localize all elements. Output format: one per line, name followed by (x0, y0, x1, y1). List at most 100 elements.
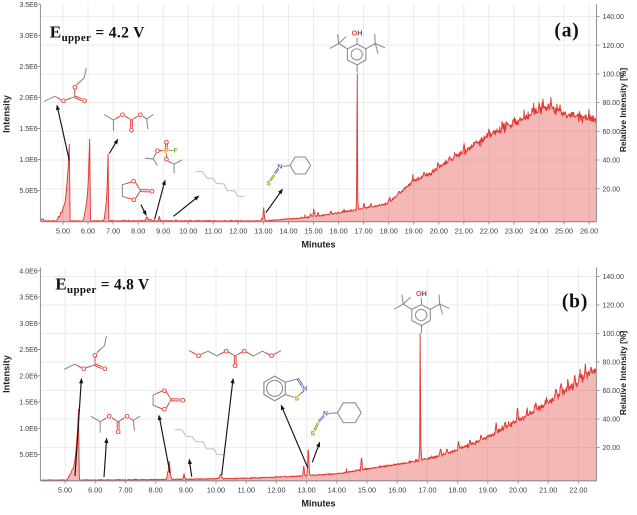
svg-text:15.00: 15.00 (358, 486, 376, 495)
svg-text:O: O (82, 98, 87, 105)
svg-text:2.0E6: 2.0E6 (19, 95, 37, 102)
svg-text:14.00: 14.00 (328, 486, 346, 495)
svg-text:21.00: 21.00 (539, 486, 557, 495)
svg-text:O: O (131, 197, 136, 204)
svg-text:Relative Intensity [%]: Relative Intensity [%] (618, 68, 628, 152)
svg-text:16.00: 16.00 (388, 486, 406, 495)
svg-text:O: O (107, 414, 112, 421)
svg-text:N: N (323, 411, 328, 418)
svg-text:O: O (116, 429, 121, 436)
svg-text:O: O (149, 188, 154, 195)
svg-text:24.00: 24.00 (530, 227, 548, 236)
svg-text:O: O (233, 363, 238, 370)
svg-text:20.00: 20.00 (430, 227, 448, 236)
svg-text:3.5E6: 3.5E6 (19, 295, 37, 302)
svg-text:O: O (129, 127, 134, 134)
svg-text:(b): (b) (562, 292, 588, 313)
svg-text:O: O (138, 112, 143, 119)
svg-text:120.00: 120.00 (603, 43, 625, 50)
svg-text:5.00: 5.00 (58, 486, 72, 495)
svg-text:120.00: 120.00 (603, 303, 625, 310)
svg-text:18.00: 18.00 (448, 486, 466, 495)
svg-text:13.00: 13.00 (254, 227, 272, 236)
svg-text:12.00: 12.00 (267, 486, 285, 495)
svg-text:Minutes: Minutes (301, 498, 335, 508)
svg-text:O: O (164, 139, 169, 146)
svg-text:O: O (162, 407, 167, 414)
svg-text:40.00: 40.00 (603, 417, 621, 424)
svg-text:O: O (92, 352, 97, 359)
svg-text:3.0E6: 3.0E6 (19, 321, 37, 328)
svg-text:21.00: 21.00 (455, 227, 473, 236)
svg-text:5.0E5: 5.0E5 (19, 188, 37, 195)
svg-text:O: O (162, 388, 167, 395)
svg-text:OH: OH (416, 289, 427, 298)
svg-text:(a): (a) (554, 21, 579, 42)
svg-text:O: O (269, 353, 274, 360)
svg-text:O: O (61, 98, 66, 105)
svg-text:18.00: 18.00 (380, 227, 398, 236)
svg-text:O: O (180, 397, 185, 404)
svg-text:O: O (196, 353, 201, 360)
svg-text:5.00: 5.00 (56, 227, 70, 236)
svg-text:7.00: 7.00 (106, 227, 120, 236)
svg-text:14.00: 14.00 (279, 227, 297, 236)
svg-text:22.00: 22.00 (569, 486, 587, 495)
svg-text:11.00: 11.00 (204, 227, 222, 236)
svg-text:23.00: 23.00 (505, 227, 523, 236)
svg-text:O: O (124, 414, 129, 421)
svg-text:F: F (174, 148, 178, 155)
svg-text:17.00: 17.00 (418, 486, 436, 495)
svg-text:20.00: 20.00 (509, 486, 527, 495)
svg-text:Relative Intensity [%]: Relative Intensity [%] (618, 331, 628, 415)
svg-text:O: O (164, 157, 169, 164)
svg-text:S: S (311, 431, 316, 438)
svg-text:1.5E6: 1.5E6 (19, 400, 37, 407)
svg-text:2.0E6: 2.0E6 (19, 373, 37, 380)
svg-text:12.00: 12.00 (229, 227, 247, 236)
svg-text:2.5E6: 2.5E6 (19, 347, 37, 354)
svg-text:20.00: 20.00 (603, 186, 621, 193)
svg-text:4.0E6: 4.0E6 (19, 268, 37, 275)
svg-text:7.00: 7.00 (118, 486, 132, 495)
svg-text:10.00: 10.00 (207, 486, 225, 495)
svg-text:9.00: 9.00 (156, 227, 170, 236)
svg-text:13.00: 13.00 (297, 486, 315, 495)
svg-text:20.00: 20.00 (603, 445, 621, 452)
svg-text:1.0E6: 1.0E6 (19, 426, 37, 433)
svg-text:O: O (72, 84, 77, 91)
svg-text:22.00: 22.00 (480, 227, 498, 236)
svg-text:O: O (120, 112, 125, 119)
svg-text:26.00: 26.00 (580, 227, 598, 236)
svg-text:6.00: 6.00 (88, 486, 102, 495)
svg-text:1.0E6: 1.0E6 (19, 157, 37, 164)
svg-text:5.0E5: 5.0E5 (19, 452, 37, 459)
svg-text:N: N (277, 164, 282, 171)
svg-text:10.00: 10.00 (179, 227, 197, 236)
svg-text:3.5E6: 3.5E6 (19, 2, 37, 9)
svg-text:Intensity: Intensity (2, 354, 12, 393)
svg-text:8.00: 8.00 (148, 486, 162, 495)
svg-text:O: O (242, 348, 247, 355)
svg-text:11.00: 11.00 (237, 486, 255, 495)
svg-text:140.00: 140.00 (603, 274, 625, 281)
svg-text:1.5E6: 1.5E6 (19, 126, 37, 133)
svg-text:S: S (294, 396, 299, 403)
svg-text:OH: OH (352, 28, 363, 37)
svg-text:6.00: 6.00 (81, 227, 95, 236)
svg-text:3.0E6: 3.0E6 (19, 33, 37, 40)
svg-text:17.00: 17.00 (354, 227, 372, 236)
svg-text:40.00: 40.00 (603, 158, 621, 165)
svg-text:16.00: 16.00 (329, 227, 347, 236)
svg-text:O: O (224, 348, 229, 355)
svg-text:Minutes: Minutes (301, 239, 335, 249)
svg-text:2.5E6: 2.5E6 (19, 64, 37, 71)
svg-text:140.00: 140.00 (603, 14, 625, 21)
svg-text:9.00: 9.00 (179, 486, 193, 495)
svg-text:O: O (81, 366, 86, 373)
svg-text:O: O (102, 366, 107, 373)
svg-text:15.00: 15.00 (304, 227, 322, 236)
svg-text:19.00: 19.00 (479, 486, 497, 495)
svg-text:Intensity: Intensity (2, 94, 12, 133)
svg-text:S: S (266, 181, 271, 188)
